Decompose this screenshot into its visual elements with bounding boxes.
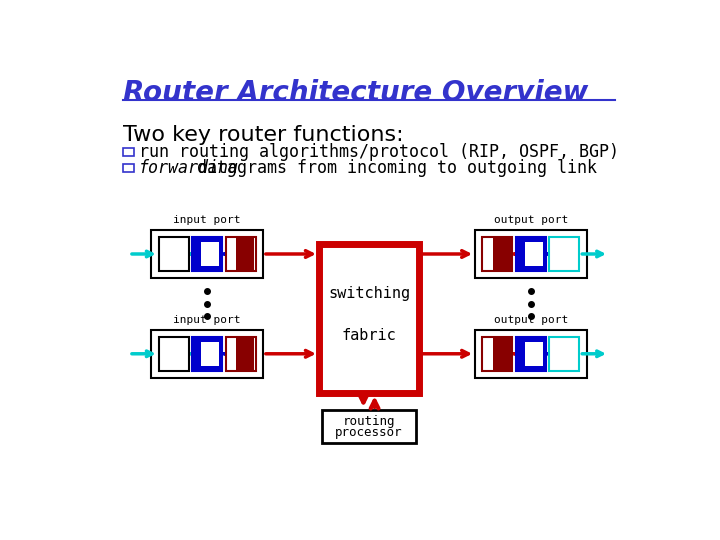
Text: routing: routing [343, 415, 395, 428]
Bar [124, 148, 133, 156]
Bar [516, 237, 546, 271]
Bar [236, 336, 254, 371]
Bar [482, 336, 513, 371]
Bar [201, 342, 219, 366]
Bar [475, 330, 587, 377]
Bar [319, 244, 419, 393]
Text: forwarding: forwarding [139, 159, 239, 177]
Text: run routing algorithms/protocol (RIP, OSPF, BGP): run routing algorithms/protocol (RIP, OS… [139, 143, 619, 161]
Bar [322, 410, 416, 443]
Bar [525, 242, 543, 266]
Bar [151, 330, 263, 377]
Text: datagrams from incoming to outgoing link: datagrams from incoming to outgoing link [186, 159, 597, 177]
Bar [201, 242, 219, 266]
Bar [492, 237, 511, 271]
Bar [475, 230, 587, 278]
Bar [192, 336, 222, 371]
Bar [192, 237, 222, 271]
Text: processor: processor [336, 426, 402, 439]
Bar [492, 336, 511, 371]
Text: output port: output port [494, 315, 568, 325]
Bar [124, 164, 133, 172]
Bar [225, 336, 256, 371]
Bar [151, 230, 263, 278]
Bar [516, 336, 546, 371]
Text: input port: input port [174, 315, 241, 325]
Text: Router Architecture Overview: Router Architecture Overview [124, 79, 589, 107]
Bar [236, 237, 254, 271]
Bar [482, 237, 513, 271]
Bar [549, 336, 580, 371]
Text: input port: input port [174, 215, 241, 225]
Bar [158, 237, 189, 271]
Text: Two key router functions:: Two key router functions: [124, 125, 404, 145]
Bar [225, 237, 256, 271]
Text: switching: switching [328, 286, 410, 301]
Text: output port: output port [494, 215, 568, 225]
Bar [525, 342, 543, 366]
Bar [158, 336, 189, 371]
Bar [549, 237, 580, 271]
Text: fabric: fabric [341, 328, 397, 342]
